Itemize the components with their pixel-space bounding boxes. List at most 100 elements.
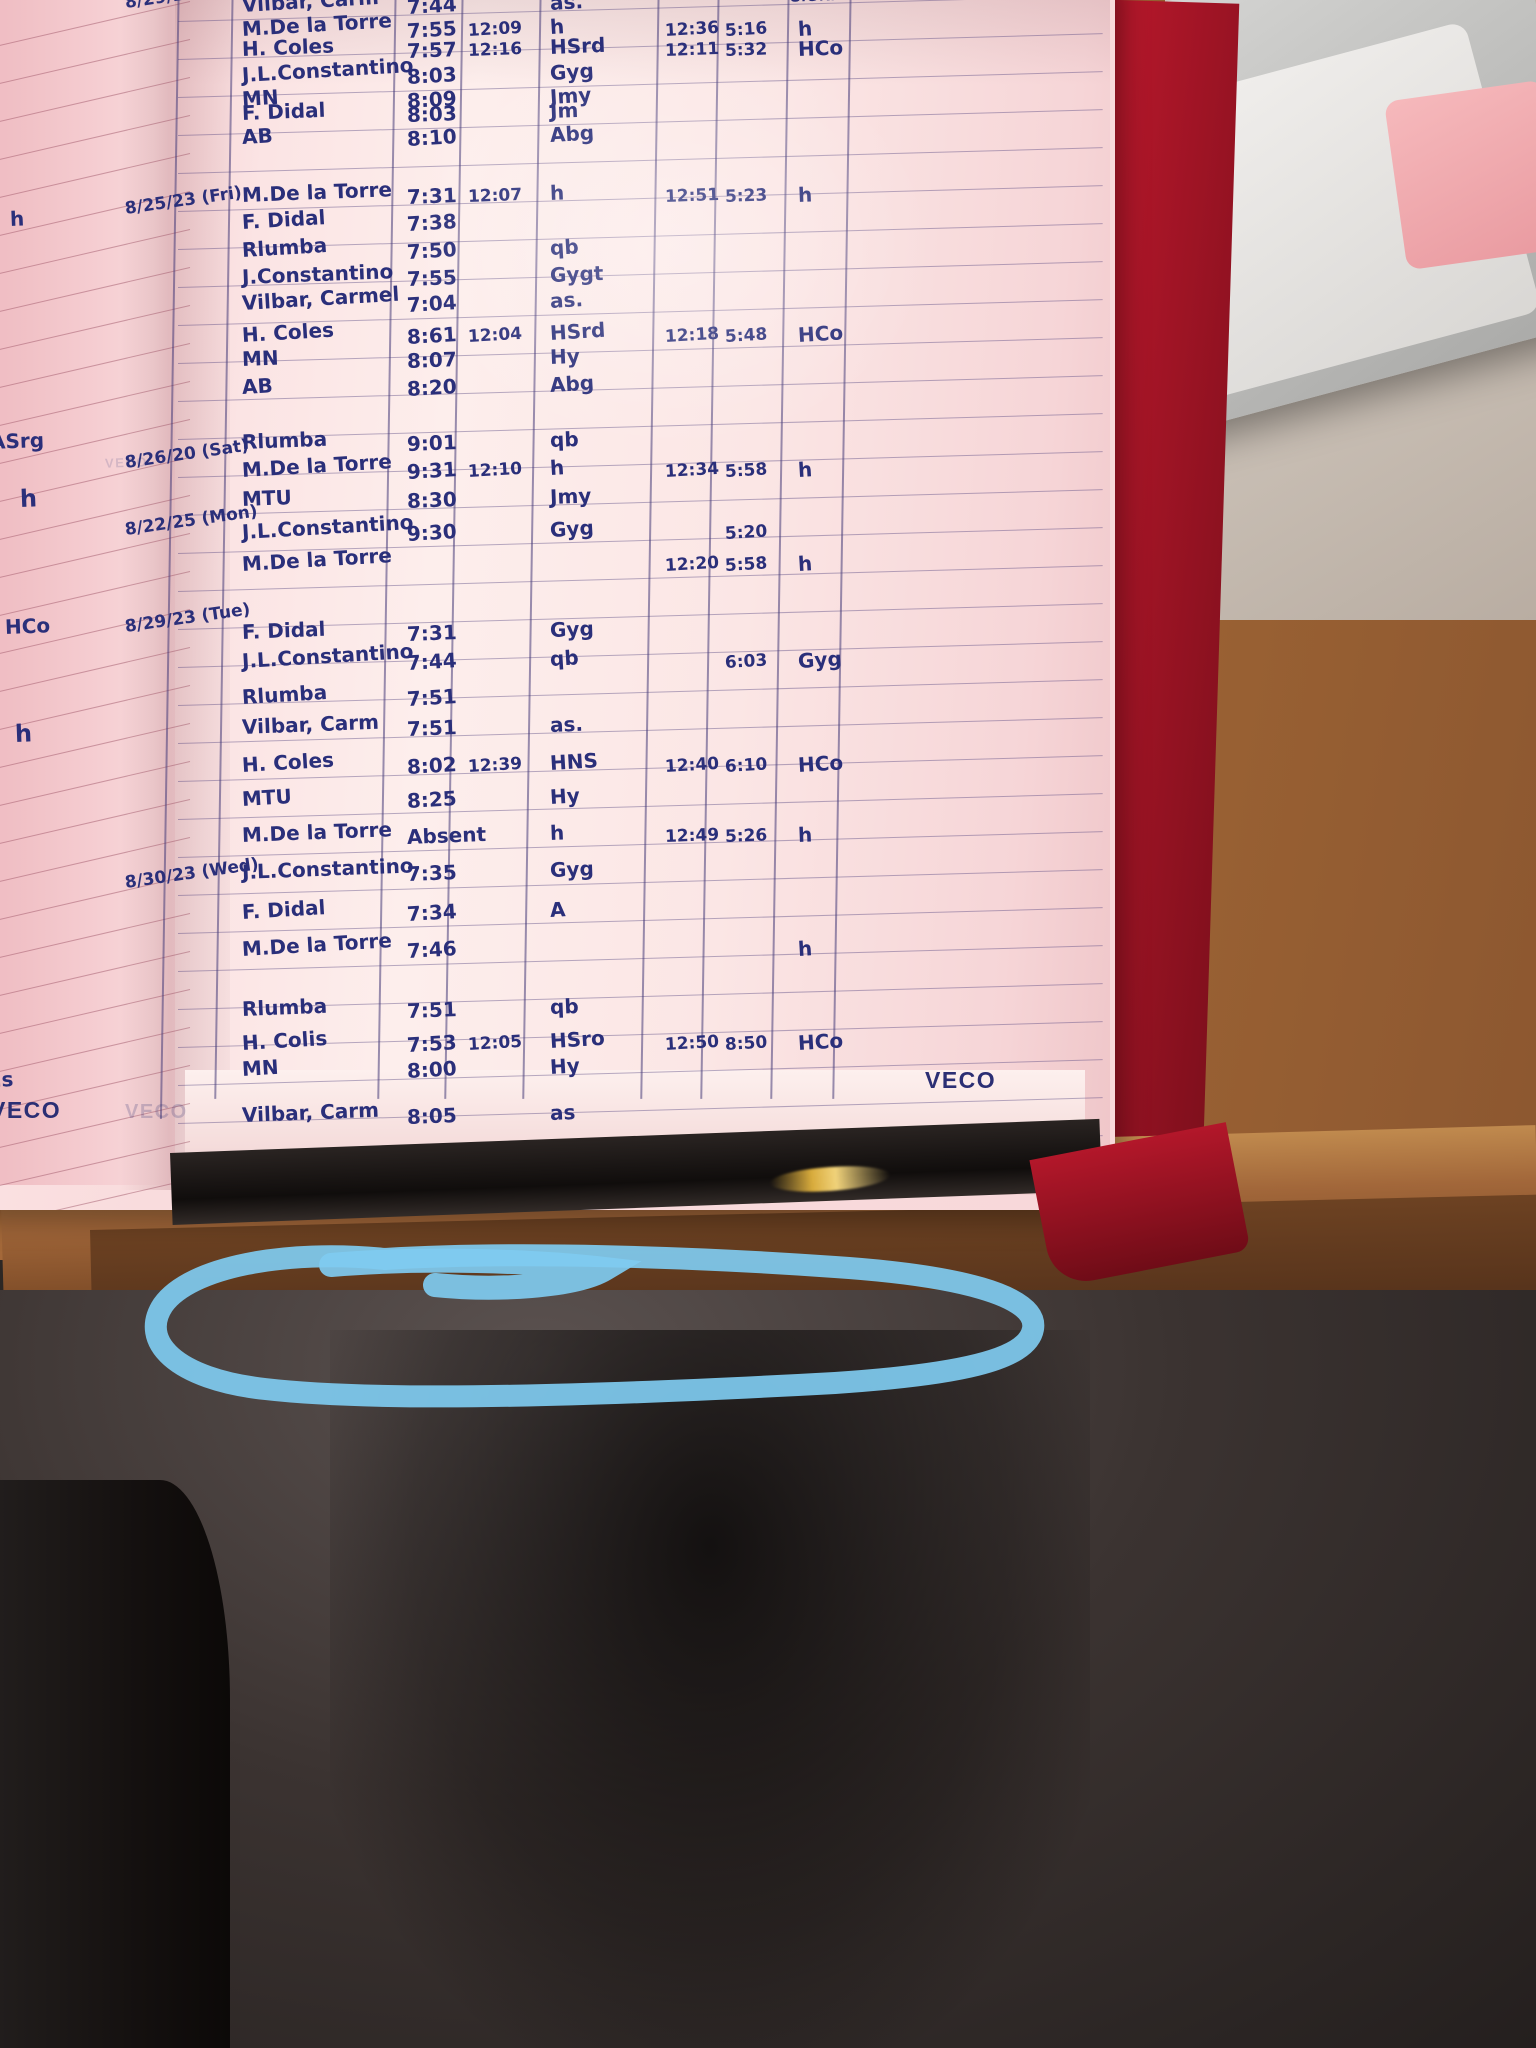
entry-time-out-am: 12:10 [467, 458, 523, 482]
entry-signature-pm: Gyg [797, 646, 843, 673]
entry-signature-am: Gygt [549, 260, 604, 287]
entry-name: MN [241, 1054, 280, 1081]
entry-time-out-am: 12:07 [467, 184, 523, 207]
entry-signature-am: qb [549, 993, 580, 1019]
entry-time-in-am: 8:05 [406, 1103, 458, 1129]
entry-name: F. Didal [241, 895, 326, 924]
entry-name: H. Colis [241, 1025, 328, 1055]
entry-time-in-pm: 12:34 [664, 458, 720, 482]
entry-name: MTU [241, 485, 293, 511]
entry-signature-am: Gyg [549, 515, 595, 542]
veco-logo-watermark: VECO [125, 1101, 188, 1123]
entry-time-in-am: 7:34 [406, 899, 458, 926]
entry-time-in-pm: 12:40 [664, 753, 720, 777]
entry-signature-am: h [549, 455, 565, 480]
entry-time-out-pm: 5:58 [724, 553, 768, 576]
entry-time-out-pm: 5:23 [724, 185, 768, 207]
left-page-mark: HCo [4, 613, 51, 639]
entry-signature-am: HNS [549, 748, 599, 775]
entry-time-out-pm: 8:50 [724, 1032, 768, 1055]
entry-name: MTU [241, 784, 293, 811]
entry-name: Rlumba [241, 232, 328, 262]
entry-signature-am: as. [549, 0, 584, 15]
entry-signature-am: as. [549, 287, 584, 313]
entry-signature-pm: h [797, 822, 813, 847]
entry-time-in-am: 7:51 [406, 684, 458, 711]
entry-time-in-am: 7:50 [406, 237, 458, 264]
entry-signature-am: Gyg [549, 856, 595, 882]
entry-signature-pm: h [797, 182, 813, 207]
pink-object [1383, 79, 1536, 271]
entry-time-out-pm: 5:32 [724, 39, 768, 61]
entry-signature-pm: HCo [797, 35, 844, 61]
left-page-mark: h [19, 484, 38, 513]
entry-time-in-pm: 12:49 [664, 824, 720, 847]
entry-time-in-am: 8:10 [406, 124, 458, 151]
entry-signature-am: as. [549, 711, 584, 737]
entry-signature-pm: HCo [797, 750, 844, 777]
veco-logo-right: VECO [925, 1067, 997, 1093]
entry-signature-am: Gyg [549, 58, 595, 85]
entry-time-in-am: 9:31 [406, 457, 458, 484]
entry-time-in-am: 7:57 [406, 37, 458, 63]
attendance-logbook: DATE SIGNATURE IN OUT SIGNATURE 8/29/20 … [0, 0, 1115, 1408]
entry-time-out-am: 12:04 [467, 323, 523, 347]
entry-signature-am: Gyg [549, 616, 595, 642]
entry-time-in-am: 7:53 [406, 1030, 458, 1057]
veco-logo-faint: VECO [104, 454, 149, 471]
entry-time-in-pm: 12:51 [664, 184, 720, 207]
left-page-mark: h [9, 206, 25, 231]
entry-time-in-pm: 12:18 [664, 323, 720, 347]
entry-signature-am: HSrd [549, 32, 606, 59]
entry-signature-am: Hy [549, 783, 581, 809]
entry-signature-am: Jm [549, 97, 579, 123]
entry-time-out-pm: 6:03 [724, 650, 768, 673]
entry-signature-am: Hy [549, 1053, 581, 1079]
entry-signature-am: HSro [549, 1025, 606, 1053]
entry-name: Rlumba [241, 679, 328, 709]
floor-shadow [330, 1330, 1090, 2048]
entry-time-in-am: 8:20 [406, 374, 458, 401]
entry-time-in-am: 8:03 [406, 62, 458, 89]
entry-time-in-am: 7:35 [406, 860, 458, 886]
entry-signature-am: qb [549, 426, 580, 452]
entry-signature-pm: HCo [797, 320, 844, 347]
entry-time-out-pm: 6:10 [724, 754, 768, 777]
entry-time-in-am: 8:02 [406, 752, 458, 779]
entry-signature-am: A [549, 897, 567, 922]
entry-name: H. Coles [241, 33, 335, 61]
entry-name: Rlumba [241, 993, 328, 1021]
left-page-mark: h [14, 719, 33, 748]
entry-time-in-am: Absent [406, 821, 487, 849]
entry-time-in-pm: 12:36 [664, 17, 720, 41]
entry-time-out-am: 12:09 [467, 17, 523, 41]
entry-time-in-am: 7:31 [406, 620, 458, 646]
left-page-mark: ASrg [0, 427, 45, 454]
entry-name: AB [241, 373, 274, 399]
entry-time-out-pm: 5:20 [724, 521, 768, 544]
entry-time-in-am: 8:03 [406, 101, 458, 127]
entry-time-in-am: 7:31 [406, 183, 458, 209]
entry-time-in-pm: 12:50 [664, 1031, 720, 1055]
entry-time-out-pm: 5:16 [724, 18, 768, 41]
entry-signature-am: Jmy [549, 483, 592, 509]
entry-time-in-pm: 12:20 [664, 552, 720, 576]
entry-time-in-am: 8:00 [406, 1056, 458, 1083]
entry-name: AB [241, 123, 274, 149]
entry-time-out-am: 12:05 [467, 1031, 523, 1055]
entry-signature-pm: h [797, 457, 813, 482]
entry-signature-am: Hy [549, 343, 581, 369]
entry-name: MN [241, 345, 280, 371]
entry-time-in-am: 9:01 [406, 430, 458, 456]
entry-time-out-pm: 5:48 [724, 324, 768, 347]
entry-signature-pm: h [797, 936, 813, 961]
entry-signature-am: qb [549, 645, 580, 671]
entry-signature-am: as [549, 1100, 576, 1125]
entry-name: Rlumba [241, 426, 328, 454]
entry-signature-am: HSrd [549, 317, 606, 345]
entry-name: F. Didal [241, 205, 326, 234]
entry-time-in-am: 7:51 [406, 997, 458, 1023]
entry-time-in-am: 9:30 [406, 519, 458, 546]
entry-signature-am: h [549, 820, 565, 845]
